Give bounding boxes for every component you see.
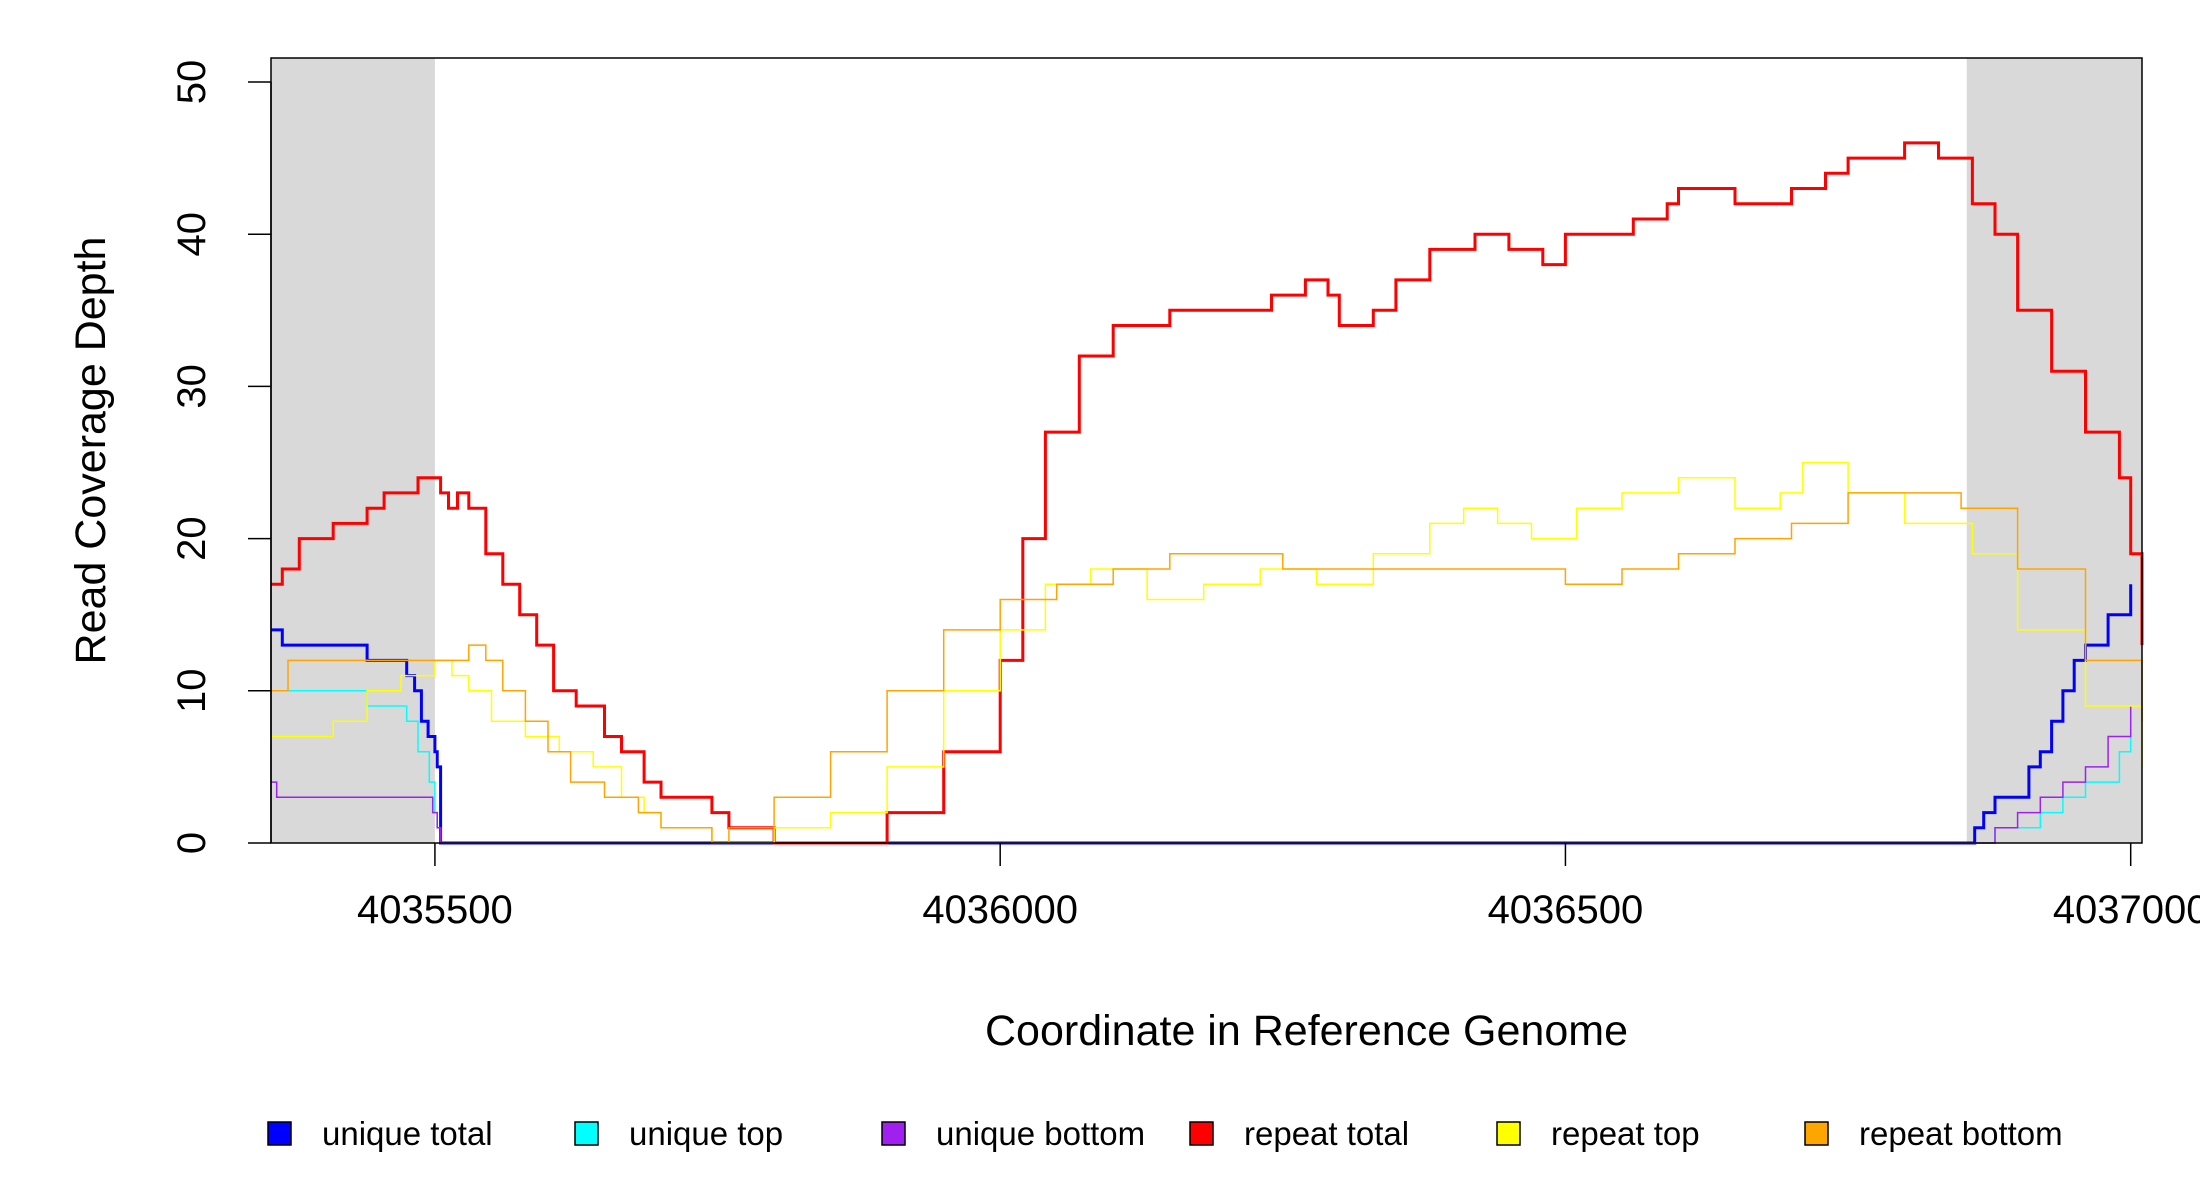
y-axis: 0 10 20 30 40 50 (170, 60, 272, 854)
legend-label: repeat bottom (1859, 1115, 2063, 1152)
series-line-repeat-top (271, 461, 2143, 844)
legend-label: repeat top (1551, 1115, 1700, 1152)
y-tick-label: 40 (170, 212, 214, 257)
legend-swatch (574, 1121, 599, 1146)
series-line-repeat-total (271, 141, 2144, 845)
y-axis-title: Read Coverage Depth (67, 237, 115, 665)
legend-label: unique total (322, 1115, 493, 1152)
legend-label: unique top (629, 1115, 783, 1152)
legend: unique total unique top unique bottom repea… (267, 1115, 2063, 1152)
y-tick-label: 10 (170, 669, 214, 714)
x-tick-label: 4036500 (1488, 888, 1644, 932)
y-tick-label: 50 (170, 60, 214, 105)
y-tick-label: 30 (170, 364, 214, 409)
x-axis-title: Coordinate in Reference Genome (985, 1007, 1628, 1055)
shaded-regions (271, 58, 2142, 843)
series-line-unique-total (271, 584, 2133, 845)
x-tick-label: 4037000 (2053, 888, 2200, 932)
legend-label: unique bottom (936, 1115, 1145, 1152)
legend-swatch (1496, 1121, 1521, 1146)
shaded-region-2 (1966, 58, 2142, 843)
x-tick-label: 4035500 (357, 888, 513, 932)
series-line-unique-bottom (271, 706, 2132, 844)
shaded-region-1 (271, 58, 435, 843)
legend-swatch (1189, 1121, 1214, 1146)
y-tick-label: 20 (170, 516, 214, 561)
series-line-repeat-bottom (271, 492, 2143, 844)
legend-swatch (267, 1121, 292, 1146)
plot-frame (270, 57, 2143, 844)
legend-label: repeat total (1244, 1115, 1409, 1152)
series-line-unique-top (271, 690, 2132, 844)
legend-swatch (1804, 1121, 1829, 1146)
legend-swatch (881, 1121, 906, 1146)
x-tick-label: 4036000 (922, 888, 1078, 932)
y-tick-label: 0 (170, 832, 214, 854)
series-lines (271, 141, 2144, 845)
x-axis: 4035500 4036000 4036500 4037000 (357, 843, 2200, 932)
